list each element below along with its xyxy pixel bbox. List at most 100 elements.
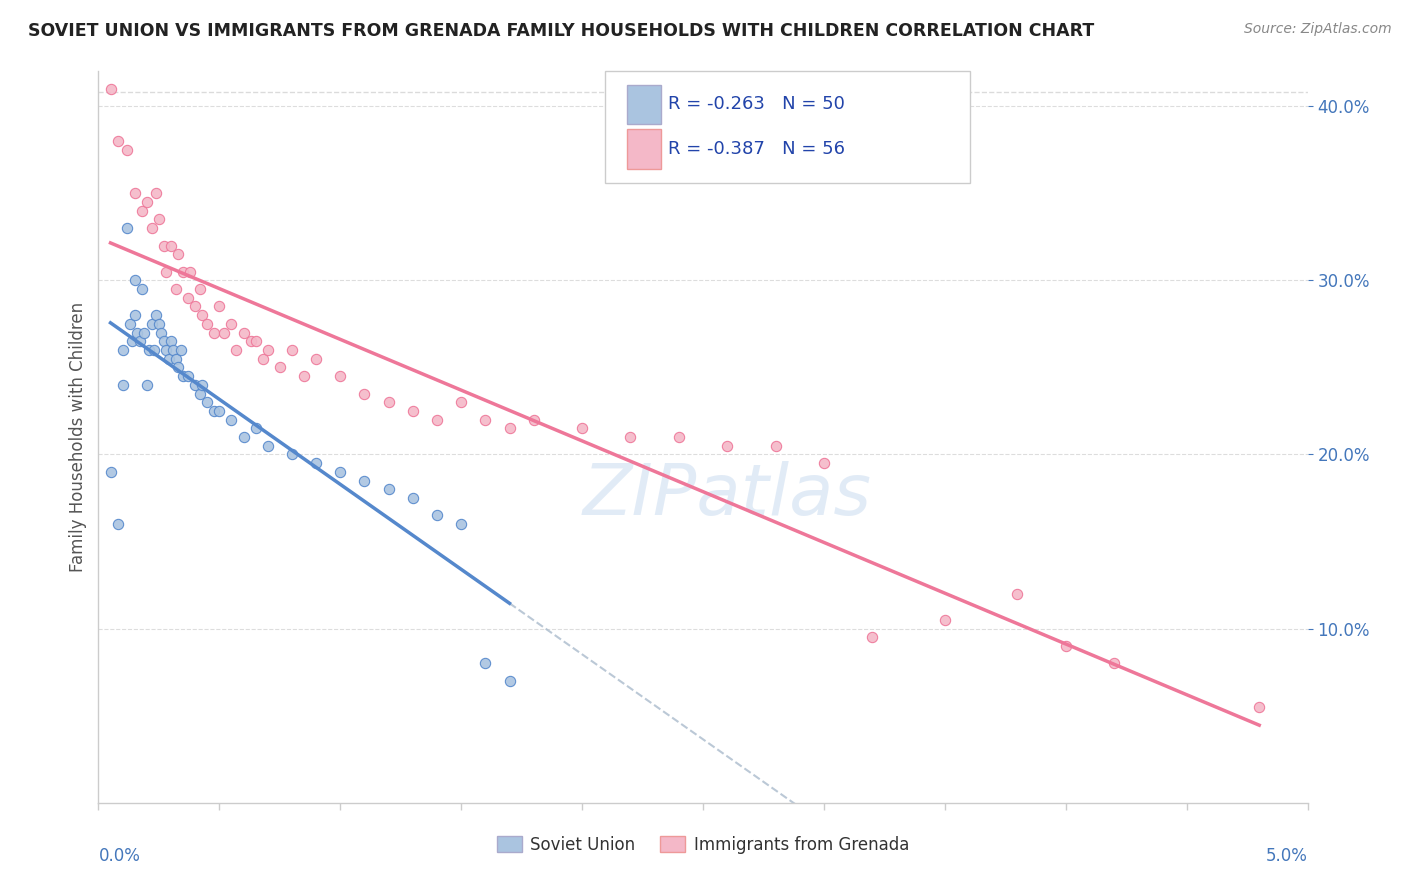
Point bbox=[141, 317, 163, 331]
Point bbox=[860, 631, 883, 645]
Point bbox=[571, 421, 593, 435]
Text: 5.0%: 5.0% bbox=[1265, 847, 1308, 864]
Point bbox=[131, 203, 153, 218]
Point bbox=[160, 334, 183, 349]
Point bbox=[281, 343, 304, 357]
Point bbox=[131, 282, 153, 296]
Point bbox=[668, 430, 690, 444]
Point bbox=[167, 247, 190, 261]
Point bbox=[107, 517, 129, 532]
Point bbox=[145, 308, 167, 322]
Point bbox=[191, 308, 214, 322]
Point bbox=[256, 439, 278, 453]
Point bbox=[100, 465, 122, 479]
Point bbox=[716, 439, 738, 453]
Point bbox=[124, 308, 146, 322]
Point bbox=[172, 369, 194, 384]
Point bbox=[177, 291, 200, 305]
Point bbox=[498, 421, 520, 435]
Text: 0.0%: 0.0% bbox=[98, 847, 141, 864]
Point bbox=[239, 334, 262, 349]
Point bbox=[765, 439, 787, 453]
Point bbox=[165, 351, 187, 366]
Point bbox=[245, 421, 267, 435]
Point bbox=[169, 343, 191, 357]
Point bbox=[135, 194, 157, 209]
Point bbox=[204, 404, 226, 418]
Point bbox=[329, 465, 352, 479]
Text: Source: ZipAtlas.com: Source: ZipAtlas.com bbox=[1244, 22, 1392, 37]
Point bbox=[353, 386, 375, 401]
Point bbox=[225, 343, 247, 357]
Point bbox=[191, 377, 214, 392]
Point bbox=[155, 265, 177, 279]
Point bbox=[172, 265, 194, 279]
Point bbox=[305, 456, 328, 470]
Point bbox=[100, 82, 122, 96]
Point bbox=[305, 351, 328, 366]
Point bbox=[426, 508, 449, 523]
Point bbox=[474, 657, 496, 671]
Point bbox=[124, 186, 146, 201]
Point bbox=[269, 360, 291, 375]
Point bbox=[377, 483, 399, 497]
Point bbox=[1007, 587, 1029, 601]
Point bbox=[177, 369, 200, 384]
Point bbox=[232, 326, 254, 340]
Point bbox=[138, 343, 160, 357]
Point bbox=[111, 343, 134, 357]
Point bbox=[167, 360, 190, 375]
Point bbox=[162, 343, 184, 357]
Point bbox=[402, 404, 425, 418]
Text: R = -0.263   N = 50: R = -0.263 N = 50 bbox=[668, 95, 845, 113]
Point bbox=[107, 134, 129, 148]
Point bbox=[450, 517, 472, 532]
Point bbox=[152, 238, 174, 252]
Point bbox=[245, 334, 267, 349]
Text: ZIP​atlas: ZIP​atlas bbox=[582, 461, 872, 530]
Point bbox=[184, 377, 207, 392]
Point bbox=[165, 282, 187, 296]
Point bbox=[134, 326, 156, 340]
Point bbox=[498, 673, 520, 688]
Point bbox=[450, 395, 472, 409]
Point bbox=[179, 265, 201, 279]
Point bbox=[232, 430, 254, 444]
Point bbox=[292, 369, 315, 384]
Legend: Soviet Union, Immigrants from Grenada: Soviet Union, Immigrants from Grenada bbox=[491, 829, 915, 860]
Point bbox=[204, 326, 226, 340]
Point bbox=[128, 334, 150, 349]
Point bbox=[1249, 700, 1271, 714]
Point bbox=[619, 430, 641, 444]
Y-axis label: Family Households with Children: Family Households with Children bbox=[69, 302, 87, 572]
Point bbox=[148, 212, 170, 227]
Point bbox=[117, 221, 139, 235]
Point bbox=[143, 343, 166, 357]
Point bbox=[329, 369, 352, 384]
Point bbox=[152, 334, 174, 349]
Point bbox=[155, 343, 177, 357]
Point bbox=[1102, 657, 1125, 671]
Text: R = -0.387   N = 56: R = -0.387 N = 56 bbox=[668, 140, 845, 158]
Point bbox=[145, 186, 167, 201]
Point bbox=[221, 412, 243, 426]
Point bbox=[221, 317, 243, 331]
Point bbox=[141, 221, 163, 235]
Point bbox=[188, 282, 211, 296]
Point bbox=[353, 474, 375, 488]
Text: SOVIET UNION VS IMMIGRANTS FROM GRENADA FAMILY HOUSEHOLDS WITH CHILDREN CORRELAT: SOVIET UNION VS IMMIGRANTS FROM GRENADA … bbox=[28, 22, 1094, 40]
Point bbox=[426, 412, 449, 426]
Point bbox=[124, 273, 146, 287]
Point bbox=[150, 326, 173, 340]
Point bbox=[208, 404, 231, 418]
Point bbox=[1054, 639, 1077, 653]
Point bbox=[157, 351, 180, 366]
Point bbox=[184, 300, 207, 314]
Point bbox=[117, 143, 139, 157]
Point bbox=[111, 377, 134, 392]
Point bbox=[208, 300, 231, 314]
Point bbox=[195, 317, 218, 331]
Point bbox=[474, 412, 496, 426]
Point bbox=[135, 377, 157, 392]
Point bbox=[281, 448, 304, 462]
